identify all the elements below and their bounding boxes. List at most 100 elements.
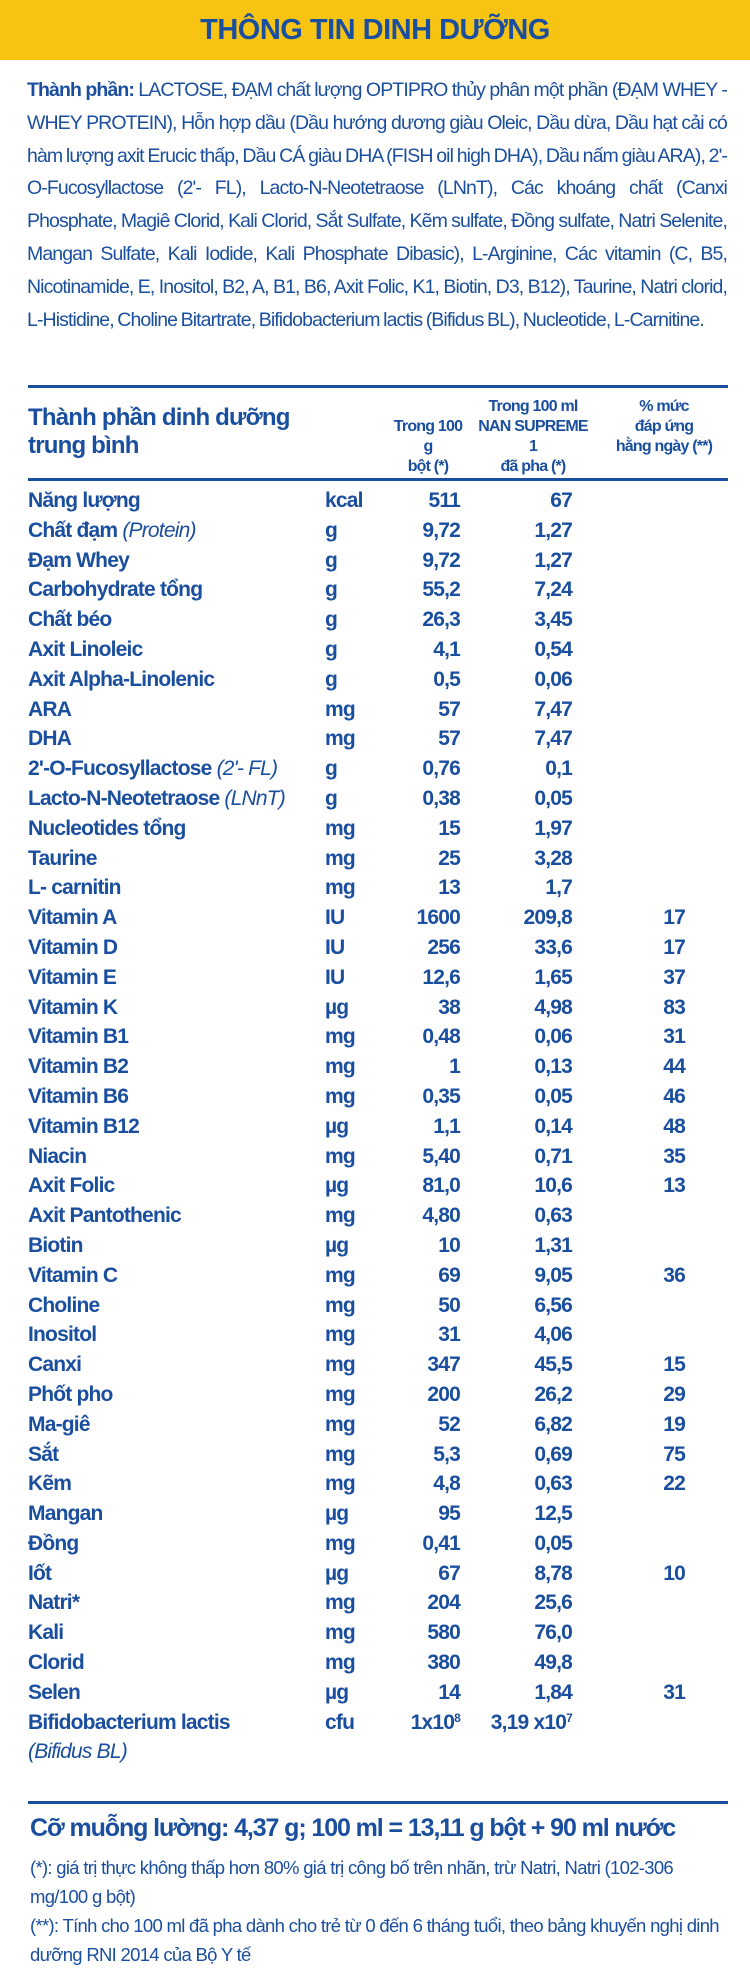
ingredients-paragraph: Thành phần: LACTOSE, ĐẠM chất lượng OPTI… bbox=[27, 74, 728, 336]
nutrient-label: Carbohydrate tổng bbox=[28, 578, 203, 602]
value-per-100ml: 0,06 bbox=[534, 1025, 572, 1049]
value-per-100g: 50 bbox=[438, 1293, 461, 1317]
nutrient-name: Sắt bbox=[28, 1440, 59, 1470]
value-per-100g: 0,76 bbox=[422, 757, 460, 781]
nutrient-name: DHA bbox=[28, 724, 72, 754]
table-row: Đồng mg 0,41 0,05 bbox=[0, 1529, 750, 1559]
table-row: Choline mg 50 6,56 bbox=[0, 1291, 750, 1321]
value-per-100g: 81,0 bbox=[422, 1174, 460, 1198]
unit: mg bbox=[325, 846, 356, 870]
value-rni: 48 bbox=[663, 1114, 686, 1138]
nutrient-name: Canxi bbox=[28, 1350, 82, 1380]
value-per-100ml: 0,05 bbox=[534, 1531, 572, 1555]
value-per-100g: 200 bbox=[427, 1382, 460, 1406]
nutrient-subname: (Bifidus BL) bbox=[28, 1737, 128, 1767]
unit: mg bbox=[325, 697, 356, 721]
nutrient-label: Choline bbox=[28, 1293, 100, 1317]
nutrient-name: Kẽm bbox=[28, 1469, 72, 1499]
nutrient-name: Vitamin A bbox=[28, 903, 117, 933]
nutrient-name: Selen bbox=[28, 1678, 81, 1708]
unit: g bbox=[325, 667, 338, 691]
nutrient-name: Natri* bbox=[28, 1588, 80, 1618]
value-per-100ml: 1,27 bbox=[534, 548, 572, 572]
table-row: Vitamin B6 mg 0,35 0,05 46 bbox=[0, 1082, 750, 1112]
nutrient-label: Axit Pantothenic bbox=[28, 1204, 182, 1228]
table-row: L- carnitin mg 13 1,7 bbox=[0, 873, 750, 903]
table-row: Niacin mg 5,40 0,71 35 bbox=[0, 1142, 750, 1172]
unit: mg bbox=[325, 1621, 356, 1645]
nutrient-name: L- carnitin bbox=[28, 873, 122, 903]
unit: IU bbox=[325, 935, 345, 959]
unit: g bbox=[325, 548, 338, 572]
unit: IU bbox=[325, 965, 345, 989]
value-per-100g: 347 bbox=[427, 1353, 460, 1377]
footnote: (*): giá trị thực không thấp hơn 80% giá… bbox=[30, 1857, 674, 1907]
nutrient-label: Nucleotides tổng bbox=[28, 816, 186, 840]
value-rni: 44 bbox=[663, 1055, 686, 1079]
table-row: Clorid mg 380 49,8 bbox=[0, 1648, 750, 1678]
value-per-100g: 5,40 bbox=[422, 1144, 460, 1168]
nutrient-label-italic: (2'- FL) bbox=[216, 757, 278, 781]
table-row: Vitamin B12 µg 1,1 0,14 48 bbox=[0, 1112, 750, 1142]
value-per-100ml: 1,97 bbox=[534, 816, 572, 840]
nutrient-name: Đồng bbox=[28, 1529, 79, 1559]
table-row: Axit Alpha-Linolenic g 0,5 0,06 bbox=[0, 665, 750, 695]
unit: mg bbox=[325, 876, 356, 900]
nutrient-name: Chất đạm (Protein) bbox=[28, 516, 196, 546]
value-per-100g: 580 bbox=[427, 1621, 460, 1645]
nutrient-name: Axit Alpha-Linolenic bbox=[28, 665, 215, 695]
table-row: Inositol mg 31 4,06 bbox=[0, 1320, 750, 1350]
value-per-100ml: 67 bbox=[550, 489, 573, 512]
unit: mg bbox=[325, 1412, 356, 1436]
col-header-line: hằng ngày (**) bbox=[615, 438, 713, 455]
value-per-100ml: 49,8 bbox=[534, 1651, 572, 1675]
col-header-line: bột (*) bbox=[407, 458, 449, 475]
unit: mg bbox=[325, 1144, 356, 1168]
unit: µg bbox=[325, 1561, 349, 1585]
nutrient-name: Ma-giê bbox=[28, 1410, 91, 1440]
nutrient-label: Đồng bbox=[28, 1531, 79, 1555]
value-per-100g: 57 bbox=[438, 697, 461, 721]
unit: g bbox=[325, 786, 338, 810]
nutrient-label: Chất đạm bbox=[28, 518, 123, 542]
nutrient-label: DHA bbox=[28, 727, 72, 751]
table-row: Vitamin E IU 12,6 1,65 37 bbox=[0, 963, 750, 993]
value-per-100ml: 1,65 bbox=[534, 965, 572, 989]
value-per-100g: 67 bbox=[438, 1561, 461, 1585]
value-rni: 46 bbox=[663, 1084, 686, 1108]
nutrient-label: Ma-giê bbox=[28, 1412, 91, 1436]
nutrient-label: Niacin bbox=[28, 1144, 87, 1168]
nutrient-name: Chất béo bbox=[28, 605, 112, 635]
col-header-line: NAN SUPREME 1 bbox=[478, 418, 588, 455]
unit: mg bbox=[325, 1293, 356, 1317]
table-row: Natri* mg 204 25,6 bbox=[0, 1588, 750, 1618]
nutrient-name: Nucleotides tổng bbox=[28, 814, 186, 844]
nutrient-label-italic: (Bifidus BL) bbox=[28, 1740, 128, 1764]
unit: g bbox=[325, 637, 338, 661]
nutrient-label-italic: (LNnT) bbox=[224, 786, 285, 810]
table-title-line: Thành phần dinh dưỡng bbox=[28, 404, 290, 431]
nutrient-label: Phốt pho bbox=[28, 1382, 113, 1406]
unit: mg bbox=[325, 1025, 356, 1049]
value-per-100ml: 0,63 bbox=[534, 1472, 572, 1496]
value-rni: 19 bbox=[663, 1412, 686, 1436]
value-per-100ml: 26,2 bbox=[534, 1382, 572, 1406]
unit: mg bbox=[325, 1531, 356, 1555]
nutrient-label: Sắt bbox=[28, 1442, 59, 1466]
value-per-100g: 511 bbox=[428, 489, 461, 512]
col-header-line: đã pha (*) bbox=[500, 458, 567, 475]
unit: g bbox=[325, 757, 338, 781]
unit: µg bbox=[325, 1680, 349, 1704]
nutrient-label-italic: (Protein) bbox=[122, 518, 196, 542]
divider-bottom bbox=[28, 1801, 728, 1804]
nutrient-name: Phốt pho bbox=[28, 1380, 113, 1410]
nutrient-name: Vitamin B2 bbox=[28, 1052, 129, 1082]
nutrient-label: Taurine bbox=[28, 846, 97, 870]
nutrient-name: ARA bbox=[28, 695, 72, 725]
nutrient-label: Axit Folic bbox=[28, 1174, 115, 1198]
nutrient-label: Vitamin B6 bbox=[28, 1084, 129, 1108]
value-per-100ml: 0,13 bbox=[534, 1055, 572, 1079]
nutrient-label: Axit Linoleic bbox=[28, 637, 143, 661]
table-row: Axit Linoleic g 4,1 0,54 bbox=[0, 635, 750, 665]
nutrient-name: Vitamin B6 bbox=[28, 1082, 129, 1112]
